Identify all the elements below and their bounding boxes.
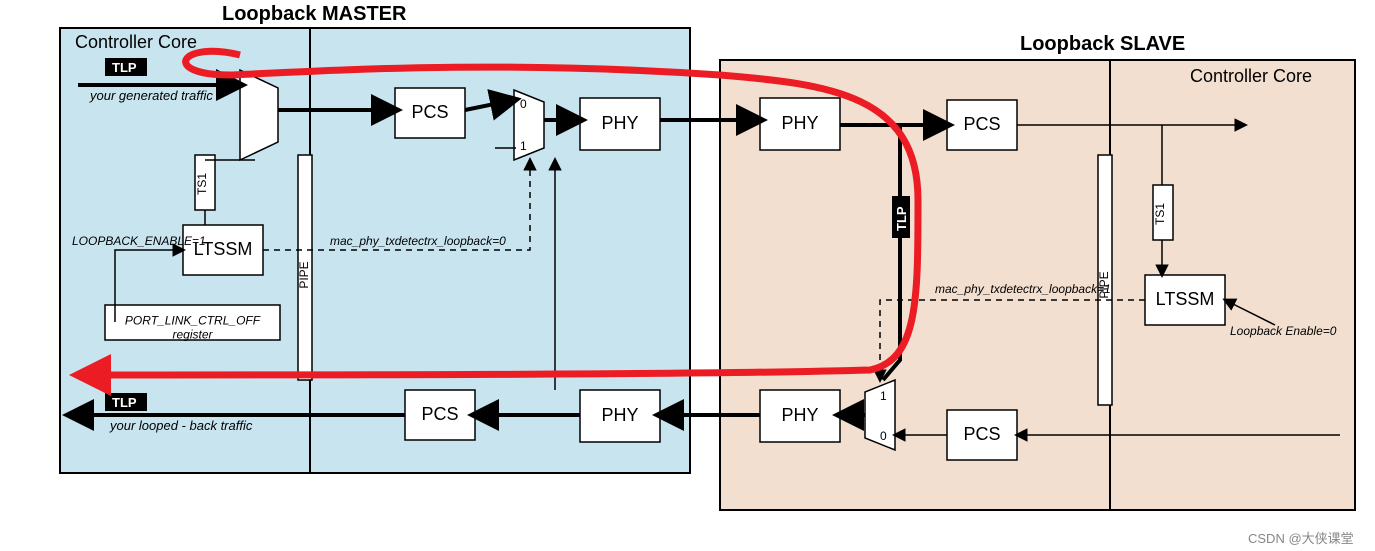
tlp-bot-text: TLP [112,395,137,410]
phy2-label: PHY [781,113,818,133]
master-title: Loopback MASTER [222,3,407,25]
mac-phy-0: mac_phy_txdetectrx_loopback=0 [330,234,506,248]
ltssm2-label: LTSSM [1156,289,1215,309]
mux-top-1: 1 [520,139,527,153]
credit: CSDN @大侠课堂 [1248,531,1354,546]
mux-bot-0: 0 [880,429,887,443]
mux-top-0: 0 [520,97,527,111]
tlp-mid-text: TLP [894,206,909,231]
tlp-top-text: TLP [112,60,137,75]
core-right-title: Controller Core [1190,66,1312,86]
phy1-label: PHY [601,113,638,133]
pipe-left-label: PIPE [297,261,311,288]
pcs3-label: PCS [963,114,1000,134]
gen-traffic-label: your generated traffic [89,88,213,103]
ts1-left-label: TS1 [195,173,209,195]
pcs2-label: PCS [421,404,458,424]
phy4-label: PHY [601,405,638,425]
slave-title: Loopback SLAVE [1020,33,1185,55]
mux-top [514,90,544,160]
loopback-enable-0: Loopback Enable=0 [1230,324,1337,338]
pcs4-label: PCS [963,424,1000,444]
ts1-right-label: TS1 [1153,203,1167,225]
loopback-enable-1: LOOPBACK_ENABLE=1 [72,234,206,248]
mac-phy-1: mac_phy_txdetectrx_loopback=1 [935,282,1111,296]
core-left-title: Controller Core [75,32,197,52]
pcs1-label: PCS [411,102,448,122]
phy3-label: PHY [781,405,818,425]
mux-bot-1: 1 [880,389,887,403]
looped-traffic-label: your looped - back traffic [109,418,253,433]
